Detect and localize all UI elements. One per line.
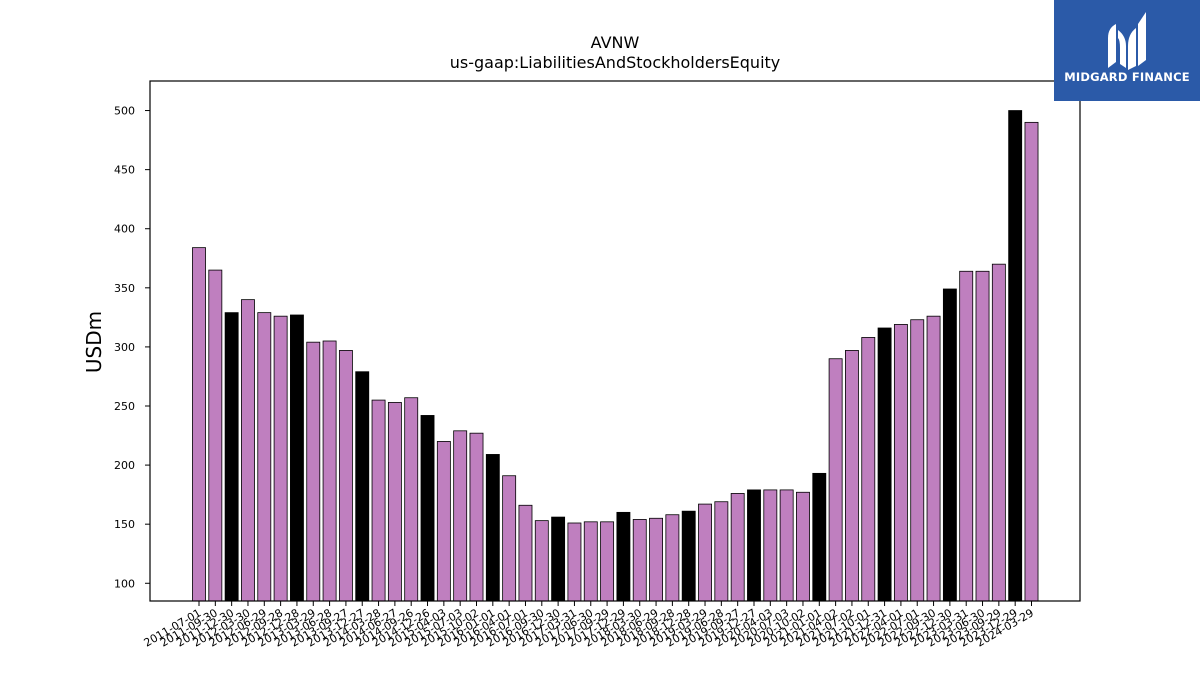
bar-2014-12-26 <box>420 415 435 602</box>
bar-2012-03-30 <box>241 299 255 602</box>
bar-2013-03-29 <box>306 341 321 602</box>
bar-2020-04-03 <box>763 489 778 602</box>
bar-2021-04-02 <box>828 358 843 602</box>
bar-2016-07-01 <box>518 504 533 602</box>
bar-2021-07-02 <box>845 350 859 602</box>
y-tick-label: 300 <box>114 341 135 354</box>
bar-2011-09-30 <box>208 269 223 602</box>
y-tick-label: 250 <box>114 400 135 413</box>
midgard-logo-icon <box>1108 12 1146 70</box>
bar-2023-12-29 <box>1008 110 1023 602</box>
y-tick-label: 400 <box>114 223 135 236</box>
y-tick-label: 500 <box>114 105 135 118</box>
y-tick-label: 350 <box>114 282 135 295</box>
bar-2019-09-27 <box>730 493 745 602</box>
bar-2016-04-01 <box>502 475 517 602</box>
bar-2018-06-29 <box>649 517 663 602</box>
bar-2015-04-03 <box>436 441 451 602</box>
bar-2016-09-30 <box>534 520 549 602</box>
bar-2014-09-26 <box>404 397 419 602</box>
bar-2012-09-28 <box>273 315 288 602</box>
bar-2013-09-27 <box>338 350 353 602</box>
bar-2021-10-01 <box>861 337 876 602</box>
y-axis-label: USDm <box>82 311 106 373</box>
chart-title: AVNW <box>591 33 640 52</box>
y-tick-label: 200 <box>114 459 135 472</box>
bar-2018-09-28 <box>665 514 680 602</box>
y-tick-label: 150 <box>114 518 135 531</box>
bar-2020-10-02 <box>796 491 810 602</box>
bar-2022-07-01 <box>910 319 925 602</box>
bar-2012-12-28 <box>290 314 304 602</box>
bar-2022-04-01 <box>893 324 908 602</box>
bar-2022-12-30 <box>942 288 957 602</box>
bar-2013-12-27 <box>355 371 370 602</box>
bar-2019-03-29 <box>698 503 712 602</box>
bar-2013-06-28 <box>322 340 337 602</box>
bar-2014-03-28 <box>371 399 386 602</box>
bar-2024-03-29 <box>1024 121 1039 602</box>
bar-2017-03-31 <box>567 522 582 602</box>
bars-group <box>192 110 1039 602</box>
bar-2023-06-30 <box>975 270 990 602</box>
y-tick-label: 100 <box>114 577 135 590</box>
bar-2017-12-29 <box>616 511 631 602</box>
bar-2022-09-30 <box>926 315 941 602</box>
chart-subtitle: us-gaap:LiabilitiesAndStockholdersEquity <box>450 53 781 72</box>
bar-2014-06-27 <box>387 402 402 602</box>
bar-2011-07-01 <box>192 247 206 602</box>
bar-2012-06-29 <box>257 312 272 602</box>
bar-2020-07-03 <box>779 489 794 602</box>
bar-2017-09-29 <box>600 521 615 602</box>
bar-2015-07-03 <box>453 430 468 602</box>
x-axis: 2011-07-012011-09-302011-12-302012-03-30… <box>142 601 1036 650</box>
bar-2018-12-28 <box>681 510 696 602</box>
plot-frame <box>149 80 1081 602</box>
bar-2017-06-30 <box>583 521 598 602</box>
bar-2023-09-29 <box>991 263 1006 602</box>
bar-2018-03-30 <box>632 519 647 602</box>
y-axis: 100 150 200 250 300 350 400 450 500 <box>114 105 150 590</box>
brand-logo-text: MIDGARD FINANCE <box>1064 70 1190 84</box>
bar-2011-12-30 <box>224 312 239 602</box>
bar-2023-03-31 <box>959 270 974 602</box>
brand-logo: MIDGARD FINANCE <box>1054 0 1200 101</box>
bar-2016-01-01 <box>485 454 500 602</box>
bar-2019-12-27 <box>747 489 761 602</box>
bar-2015-10-02 <box>469 432 484 602</box>
bar-2021-12-31 <box>877 327 892 602</box>
bar-2019-06-28 <box>714 501 729 602</box>
bar-2016-12-30 <box>551 516 566 602</box>
bar-2021-01-01 <box>812 472 827 602</box>
y-tick-label: 450 <box>114 164 135 177</box>
